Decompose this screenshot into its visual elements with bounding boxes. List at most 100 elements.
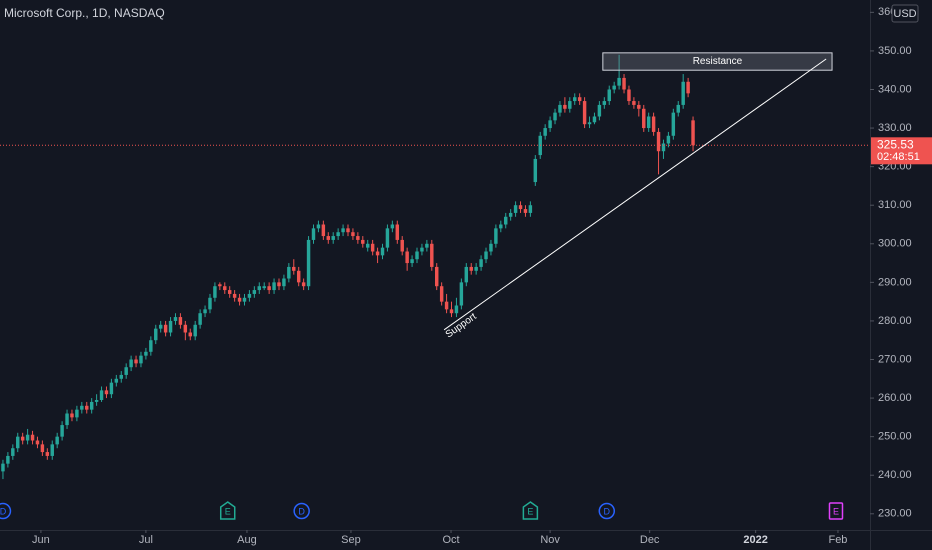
- candle-body: [213, 286, 217, 298]
- candle-body: [449, 309, 454, 314]
- candle-body: [25, 434, 30, 441]
- candle-body: [627, 89, 631, 102]
- candle-body: [168, 320, 173, 333]
- candle-body: [40, 444, 45, 453]
- candle-body: [134, 359, 138, 364]
- candle-body: [89, 401, 94, 410]
- y-tick-label: 310.00: [878, 199, 912, 211]
- candle-body: [558, 104, 562, 113]
- candle-body: [99, 390, 104, 401]
- candle-body: [656, 131, 661, 152]
- currency-box[interactable]: [891, 4, 919, 23]
- candle-body: [430, 243, 434, 267]
- x-tick-label: Sep: [341, 534, 361, 546]
- x-tick-label: Oct: [442, 534, 459, 546]
- currency[interactable]: USD: [893, 8, 916, 20]
- candle-body: [346, 228, 350, 233]
- candle-body: [158, 324, 163, 329]
- candle-body: [637, 104, 641, 109]
- earnings-marker: [522, 501, 539, 520]
- candle-body: [499, 224, 503, 229]
- candle-body: [188, 332, 192, 337]
- candle-body: [587, 122, 592, 125]
- y-tick-label: 300.00: [878, 238, 912, 250]
- candle-body: [55, 436, 59, 445]
- candle-body: [252, 290, 257, 294]
- candle-body: [444, 301, 449, 310]
- candle-body: [65, 413, 69, 426]
- candle-body: [523, 209, 528, 213]
- y-tick-label: 340.00: [878, 83, 912, 95]
- y-tick-label: 290.00: [878, 276, 912, 288]
- candle-body: [543, 128, 547, 136]
- candle-body: [80, 405, 84, 410]
- x-tick-label: Feb: [828, 534, 847, 546]
- candle-body: [232, 293, 237, 298]
- y-tick-label: 250.00: [878, 431, 912, 443]
- candle-body: [365, 243, 370, 248]
- candle-body: [198, 313, 202, 325]
- candle-body: [479, 259, 483, 267]
- candle-body: [676, 104, 680, 113]
- candle-body: [60, 425, 64, 437]
- candle-body: [622, 77, 626, 90]
- candle-body: [489, 243, 493, 252]
- candle-body: [435, 266, 439, 287]
- candle-body: [410, 259, 414, 264]
- candle-body: [651, 116, 656, 132]
- candle-body: [400, 239, 404, 252]
- candle-body: [681, 81, 685, 105]
- y-tick-label: 260.00: [878, 392, 912, 404]
- candle-body: [642, 108, 646, 129]
- candle-body: [149, 340, 153, 352]
- candle-body: [513, 205, 518, 213]
- candle-body: [35, 440, 40, 445]
- y-tick-label: 330.00: [878, 122, 912, 134]
- countdown-label: 02:48:51: [877, 151, 920, 163]
- candle-body: [45, 452, 50, 456]
- x-tick-label: Aug: [237, 534, 257, 546]
- candle-body: [85, 405, 89, 410]
- candle-body: [30, 434, 35, 441]
- dividend-marker: [598, 502, 616, 520]
- candle-body: [11, 448, 15, 456]
- candle-body: [380, 247, 385, 256]
- candle-body: [20, 436, 25, 441]
- candle-body: [16, 436, 20, 449]
- candle-body: [508, 212, 513, 217]
- candle-body: [454, 305, 459, 314]
- candle-body: [124, 367, 128, 375]
- candle-body: [183, 324, 188, 333]
- candle-body: [321, 224, 326, 237]
- candle-body: [144, 351, 148, 356]
- chart-title: Microsoft Corp., 1D, NASDAQ: [4, 6, 165, 20]
- candle-body: [459, 282, 464, 306]
- candle-body: [484, 251, 488, 260]
- candle-body: [671, 112, 676, 136]
- y-tick-label: 280.00: [878, 315, 912, 327]
- candle-body: [163, 324, 168, 333]
- candle-body: [425, 243, 429, 248]
- candle-body: [582, 101, 587, 125]
- candle-body: [518, 205, 523, 210]
- candle-body: [257, 286, 261, 291]
- candle-body: [272, 282, 276, 291]
- candle-body: [686, 81, 690, 94]
- x-tick-label: Jul: [139, 534, 153, 546]
- candle-body: [617, 77, 621, 86]
- candle-body: [553, 112, 557, 121]
- candle-body: [139, 355, 143, 364]
- last-price-box: [871, 137, 932, 165]
- candle-body: [154, 328, 158, 341]
- candle-body: [301, 282, 306, 287]
- candle-body: [227, 290, 232, 294]
- candle-body: [237, 297, 242, 302]
- candle-body: [602, 101, 607, 105]
- candle-body: [306, 239, 311, 287]
- event-label: E: [225, 506, 231, 516]
- candle-body: [415, 251, 419, 260]
- y-tick-label: 270.00: [878, 353, 912, 365]
- candle-body: [311, 228, 316, 240]
